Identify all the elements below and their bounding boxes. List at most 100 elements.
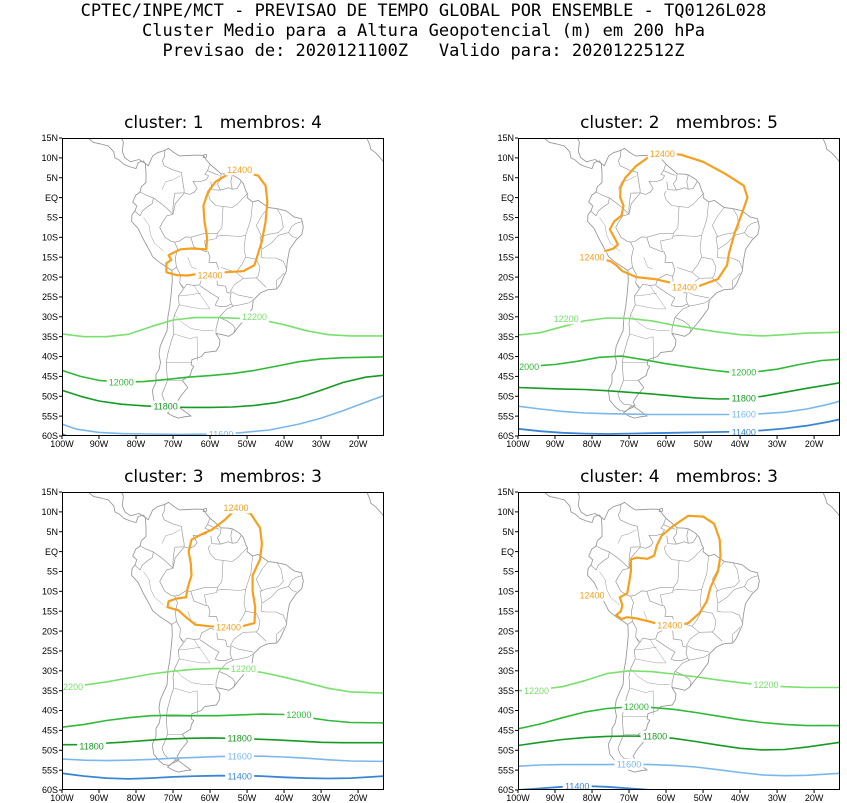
state-border: [276, 272, 285, 289]
contour-label: 12200: [242, 312, 267, 322]
state-border: [672, 235, 702, 237]
country-border: [590, 545, 610, 571]
contour-label: 12000: [731, 368, 756, 378]
country-border: [671, 671, 676, 688]
province-border: [179, 658, 210, 664]
state-border: [716, 249, 743, 269]
contour-12400: [166, 507, 263, 629]
contour-label-bg: [195, 269, 225, 281]
lat-tick-label: 20S: [498, 272, 514, 282]
contour-label-bg: [621, 701, 651, 713]
south-america-coastline: [587, 501, 760, 766]
contour-label-bg: [206, 428, 236, 436]
state-border: [672, 589, 702, 591]
country-border: [609, 197, 631, 243]
contour-label-bg: [562, 780, 592, 790]
country-border: [174, 590, 220, 625]
lat-tick-label: 10N: [497, 507, 514, 517]
state-border: [245, 256, 261, 279]
contour-label: 11400: [227, 771, 251, 781]
country-border: [172, 192, 185, 215]
province-border: [630, 668, 670, 685]
state-border: [663, 544, 704, 562]
panel-2-title: cluster: 2 membros: 5: [580, 113, 778, 133]
province-border: [161, 529, 181, 544]
state-border: [732, 626, 741, 643]
province-border: [634, 292, 657, 297]
map-svg: 12400 12400 12400 12200 2000 12000 11800 11600 1…: [497, 133, 840, 449]
country-border: [673, 173, 678, 191]
contour-label: 2000: [519, 362, 539, 372]
province-border: [617, 175, 637, 190]
country-border: [217, 527, 222, 545]
caribbean-island-coastline: [202, 508, 208, 512]
lat-tick-label: 60S: [498, 785, 514, 795]
country-border: [617, 636, 640, 761]
country-border: [230, 174, 233, 190]
state-border: [216, 235, 246, 237]
contour-12400: [600, 151, 749, 287]
lon-tick-label: 80W: [583, 439, 602, 449]
province-border: [178, 646, 201, 651]
south-america-coastline: [131, 501, 304, 766]
state-border: [233, 653, 254, 661]
map-svg: 12400 12400 12200 12000 11800 11600 15N 10N 5N EQ…: [41, 133, 384, 449]
lon-tick-label: 60W: [201, 793, 220, 803]
contour-label-bg: [577, 251, 607, 263]
lat-tick-label: 40S: [42, 706, 58, 716]
lat-tick-label: 40S: [498, 352, 514, 362]
header-line-1: CPTEC/INPE/MCT - PREVISAO DE TEMPO GLOBA…: [80, 1, 767, 21]
lat-tick-label: 50S: [498, 745, 514, 755]
country-border: [686, 174, 689, 190]
contour-label-bg: [214, 621, 244, 633]
contour-label-bg: [614, 758, 644, 770]
state-border: [712, 561, 725, 592]
map-frame: [518, 138, 840, 436]
contour-11400: [518, 418, 840, 435]
contour-label-bg: [77, 740, 107, 752]
lat-tick-label: 35S: [42, 332, 58, 342]
state-border: [259, 562, 284, 604]
map-frame: [62, 492, 384, 790]
lon-tick-label: 50W: [694, 439, 713, 449]
lat-tick-label: 5N: [502, 527, 514, 537]
country-border: [215, 317, 220, 334]
lon-tick-label: 90W: [546, 439, 565, 449]
contour-label-bg: [551, 313, 581, 325]
contour-label: 11400: [732, 427, 756, 437]
map-svg: 12400 12400 12200 12200 12000 11800 11600 11400…: [497, 487, 840, 803]
country-border: [199, 276, 232, 307]
lat-tick-label: 45S: [42, 726, 58, 736]
state-border: [288, 575, 302, 587]
lon-tick-label: 50W: [238, 793, 257, 803]
state-border: [717, 586, 754, 604]
lat-tick-label: 50S: [42, 391, 58, 401]
country-border: [628, 546, 641, 569]
lat-tick-label: 10S: [42, 587, 58, 597]
lon-tick-label: 30W: [768, 439, 787, 449]
contour-label: 11600: [617, 759, 641, 769]
province-border: [143, 217, 164, 252]
contour-label-bg: [729, 408, 759, 420]
tierra-del-fuego-coastline: [167, 760, 192, 773]
lon-tick-label: 50W: [238, 439, 257, 449]
province-border: [634, 646, 657, 651]
province-border: [630, 314, 670, 331]
state-border: [660, 233, 674, 252]
province-border: [635, 304, 666, 310]
lon-tick-label: 30W: [312, 439, 331, 449]
africa-coastline: [822, 493, 840, 518]
contour-label: 12400: [223, 503, 248, 513]
contour-11400: [62, 772, 384, 780]
country-border: [153, 197, 175, 243]
lat-tick-label: EQ: [501, 193, 514, 203]
country-border: [674, 657, 692, 688]
contour-11800: [518, 382, 840, 400]
lon-tick-label: 40W: [731, 439, 750, 449]
country-border: [617, 282, 640, 407]
contour-12000: [62, 713, 384, 728]
country-border: [172, 546, 185, 569]
lon-tick-label: 20W: [349, 793, 368, 803]
lon-tick-label: 30W: [768, 793, 787, 803]
state-border: [276, 626, 285, 643]
